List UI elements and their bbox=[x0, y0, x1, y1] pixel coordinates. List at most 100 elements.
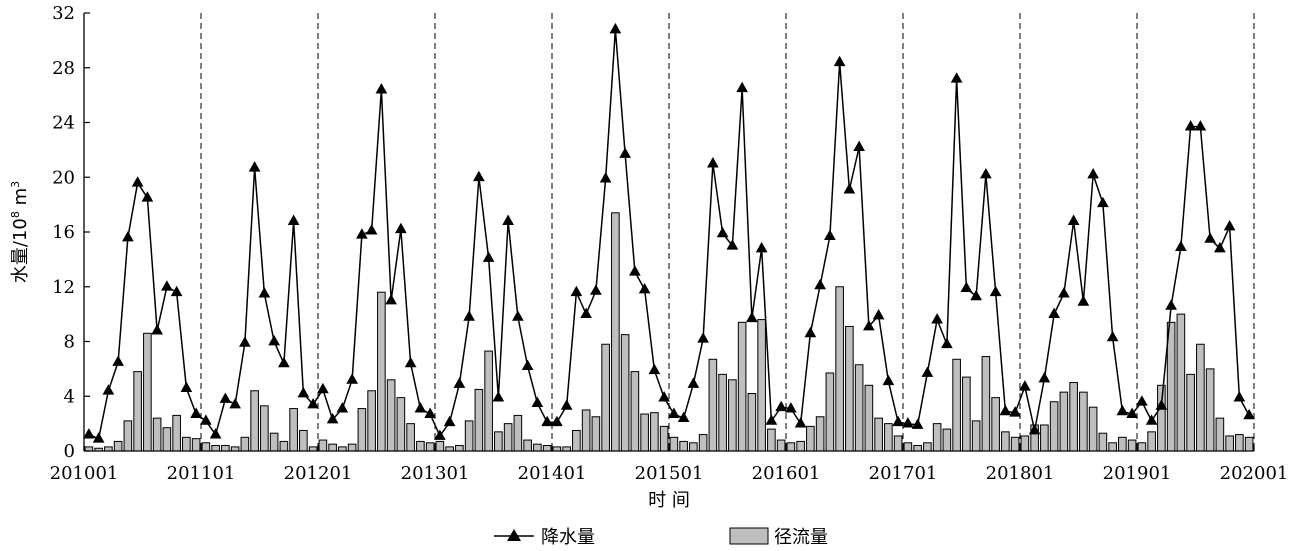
runoff-bar bbox=[669, 436, 679, 452]
runoff-bar bbox=[503, 423, 513, 452]
runoff-bar bbox=[1001, 431, 1010, 452]
precipitation-point bbox=[658, 391, 670, 402]
precipitation-point bbox=[1155, 399, 1168, 410]
precipitation-point bbox=[629, 265, 641, 276]
precipitation-point bbox=[1077, 295, 1090, 306]
precipitation-point bbox=[1058, 287, 1070, 298]
runoff-bar bbox=[932, 423, 942, 452]
precipitation-point bbox=[112, 355, 124, 366]
precipitation-point bbox=[141, 191, 154, 202]
precipitation-point bbox=[921, 366, 934, 377]
runoff-bar bbox=[630, 371, 640, 452]
x-tick-label: 201801 bbox=[986, 463, 1055, 484]
precipitation-point bbox=[326, 413, 339, 424]
legend-label-precipitation: 降水量 bbox=[541, 527, 595, 548]
runoff-bar bbox=[123, 420, 133, 452]
precipitation-point bbox=[1184, 120, 1197, 131]
precipitation-point bbox=[736, 81, 748, 93]
x-tick-label: 201601 bbox=[752, 463, 821, 484]
runoff-bar bbox=[864, 384, 874, 452]
runoff-bar bbox=[474, 388, 484, 452]
precipitation-point bbox=[1028, 423, 1041, 435]
x-tick-label: 201501 bbox=[635, 463, 704, 484]
precipitation-point bbox=[1145, 414, 1158, 425]
precipitation-point bbox=[1214, 241, 1226, 253]
runoff-bar bbox=[737, 321, 747, 452]
legend-triangle-marker bbox=[507, 529, 521, 541]
runoff-bar bbox=[620, 334, 630, 452]
y-tick-label: 24 bbox=[52, 113, 75, 134]
precipitation-point bbox=[580, 307, 592, 319]
runoff-bar bbox=[1186, 373, 1195, 452]
precipitation-point bbox=[1165, 299, 1177, 310]
runoff-bar bbox=[172, 414, 181, 452]
runoff-bar bbox=[347, 443, 357, 452]
x-tick-label: 201101 bbox=[167, 463, 236, 484]
precipitation-point bbox=[248, 161, 261, 172]
precipitation-series bbox=[83, 22, 1255, 443]
precipitation-point bbox=[239, 336, 251, 347]
precipitation-point bbox=[122, 230, 134, 242]
runoff-bar bbox=[1215, 417, 1225, 452]
precipitation-point bbox=[209, 428, 222, 439]
runoff-bar bbox=[854, 364, 864, 452]
y-axis-title-exp: 8 bbox=[9, 211, 22, 218]
precipitation-point bbox=[502, 214, 514, 225]
runoff-bar bbox=[1108, 442, 1117, 452]
precipitation-point bbox=[668, 407, 680, 418]
precipitation-point bbox=[911, 418, 924, 429]
precipitation-point bbox=[716, 226, 729, 238]
precipitation-point bbox=[560, 399, 573, 410]
precipitation-point bbox=[1223, 220, 1236, 231]
runoff-bar bbox=[796, 440, 805, 452]
precipitation-point bbox=[970, 289, 982, 301]
precipitation-point bbox=[853, 140, 865, 152]
runoff-bar bbox=[1205, 368, 1215, 452]
precipitation-point bbox=[843, 183, 856, 194]
precipitation-point bbox=[170, 285, 183, 297]
runoff-bar bbox=[406, 423, 415, 452]
precipitation-point bbox=[492, 391, 505, 402]
runoff-bar bbox=[835, 286, 844, 452]
precipitation-point bbox=[1136, 395, 1148, 406]
precipitation-point bbox=[512, 310, 524, 321]
precipitation-point bbox=[931, 313, 943, 324]
precipitation-point bbox=[707, 157, 719, 168]
runoff-bar bbox=[211, 445, 220, 452]
precipitation-point bbox=[980, 168, 992, 179]
x-tick-label: 201901 bbox=[1103, 463, 1172, 484]
runoff-bar bbox=[572, 429, 581, 452]
runoff-bar bbox=[845, 325, 854, 452]
precipitation-point bbox=[1233, 391, 1246, 402]
precipitation-point bbox=[814, 278, 826, 290]
runoff-bar bbox=[650, 412, 659, 452]
runoff-bar bbox=[718, 373, 727, 452]
runoff-bar bbox=[396, 397, 406, 452]
precipitation-point bbox=[1009, 406, 1021, 417]
runoff-bar bbox=[1118, 436, 1127, 452]
precipitation-point bbox=[892, 415, 904, 427]
precipitation-point bbox=[434, 429, 446, 440]
precipitation-point bbox=[531, 396, 544, 407]
runoff-bar bbox=[679, 440, 688, 452]
precipitation-point bbox=[1038, 371, 1051, 383]
runoff-bar bbox=[611, 212, 620, 452]
precipitation-point bbox=[180, 381, 193, 392]
runoff-bar bbox=[1157, 384, 1166, 452]
runoff-bar bbox=[494, 431, 503, 452]
runoff-bar bbox=[221, 445, 230, 452]
precipitation-point bbox=[765, 414, 778, 425]
runoff-bar bbox=[367, 390, 376, 452]
runoff-bar bbox=[269, 432, 279, 452]
runoff-bar bbox=[357, 408, 367, 452]
x-ticks: 201001 201101 201201 201301 201401 201501 2016… bbox=[50, 445, 1288, 484]
x-tick-label: 201201 bbox=[284, 463, 353, 484]
precipitation-point bbox=[755, 241, 768, 253]
precipitation-point bbox=[463, 310, 475, 321]
runoff-bar bbox=[435, 440, 445, 452]
precipitation-point bbox=[950, 72, 963, 83]
y-tick-label: 12 bbox=[52, 277, 75, 298]
runoff-bar bbox=[757, 319, 766, 452]
runoff-bar bbox=[240, 436, 250, 452]
